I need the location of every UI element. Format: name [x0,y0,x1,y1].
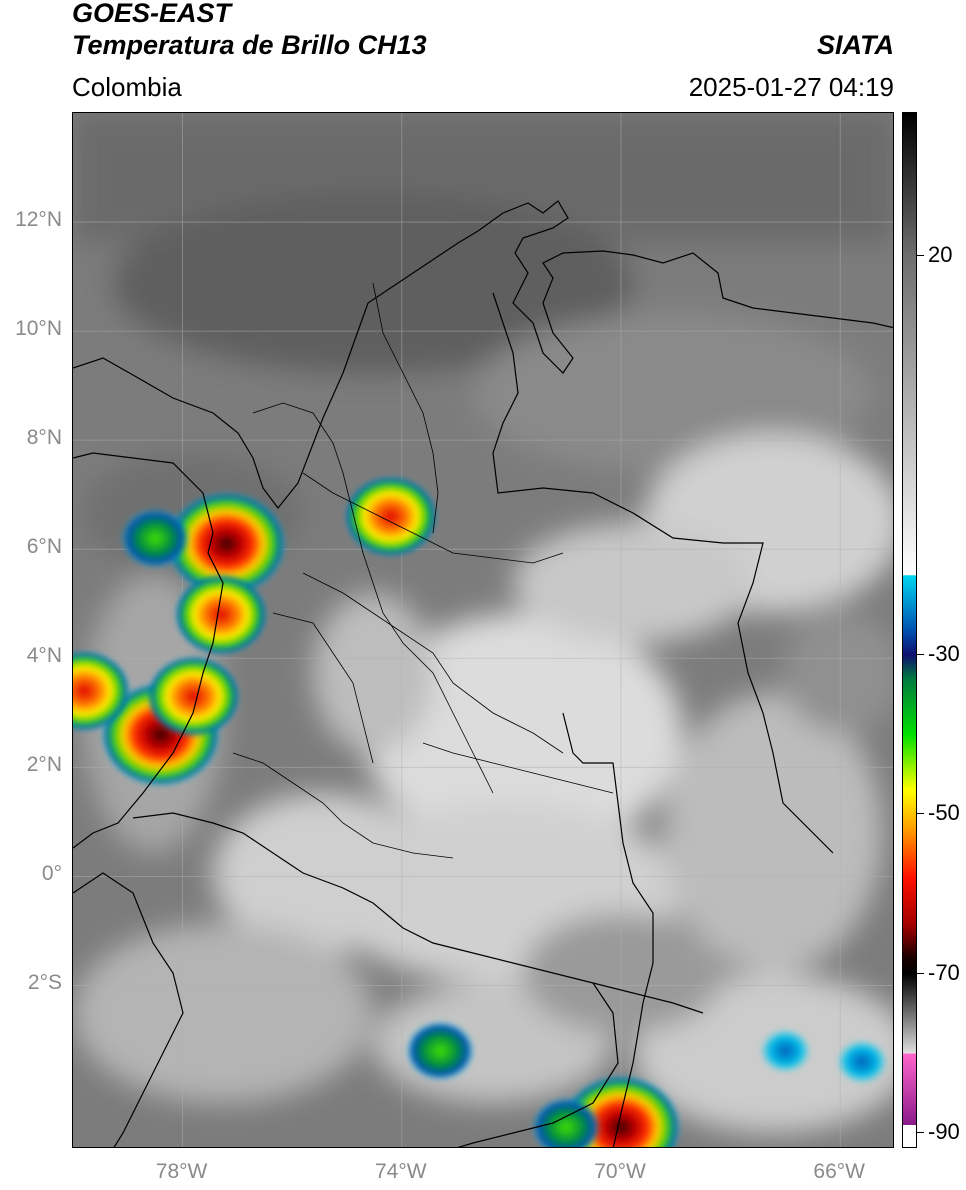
lat-tick-label: 0° [41,862,62,886]
storm-cells [73,476,888,1147]
brazil-border [562,712,654,1147]
borders [73,200,893,1147]
satellite-map [72,112,894,1148]
storm-cell [120,508,190,569]
lat-tick-label: 6°N [26,535,62,559]
storm-cell [166,491,287,596]
colorbar-tick-mark [917,255,924,257]
timestamp-label: 2025-01-27 04:19 [688,72,894,102]
lat-tick-label: 8°N [26,426,62,450]
storm-cell [174,574,267,655]
lat-tick-label: 2°N [26,753,62,777]
colorbar-tick-mark [917,813,924,815]
peru-border [457,982,619,1147]
storm-cell [531,1097,601,1147]
lat-tick-label: 4°N [26,644,62,668]
colorbar-tick-label: -30 [928,640,960,666]
storm-cell [344,476,437,557]
lon-tick-label: 66°W [813,1160,865,1183]
colombia-venezuela-border [492,292,834,854]
dept-lines-5 [372,282,439,534]
map-canvas [73,113,893,1147]
storm-cell [73,650,130,731]
storm-cell [405,1020,475,1081]
temperature-colorbar [902,112,917,1148]
lat-tick-label: 10°N [15,317,62,341]
caribbean-coastline [73,200,893,509]
colorbar-tick-mark [917,972,924,974]
satellite-title: GOES-EAST [72,0,232,28]
colorbar-tick-label: -90 [928,1119,960,1145]
lon-tick-label: 70°W [594,1160,646,1183]
colorbar-tick-label: -50 [928,800,960,826]
dept-lines-2 [302,472,564,564]
product-title: Temperatura de Brillo CH13 [72,30,427,60]
region-label: Colombia [72,72,182,102]
lat-tick-label: 2°S [27,971,62,995]
dept-lines-4 [232,752,454,859]
colorbar-tick-label: 20 [928,242,953,268]
colorbar-tick-mark [917,1132,924,1134]
storm-cell [836,1039,888,1084]
pacific-coastline [73,452,224,849]
agency-label: SIATA [817,30,894,60]
storm-cell [147,656,240,737]
lat-tick-label: 12°N [15,208,62,232]
dept-lines-1 [252,402,494,794]
lon-tick-label: 78°W [155,1160,208,1183]
colorbar-tick-mark [917,653,924,655]
dept-lines-6 [422,742,614,794]
colombia-south-border [132,812,704,1014]
ecuador-coast [73,872,184,1147]
dept-lines-7 [272,612,374,764]
colorbar-tick-label: -70 [928,959,960,985]
lon-tick-label: 74°W [375,1160,427,1183]
cloud-texture [73,113,893,1133]
dept-lines-3 [302,572,564,754]
storm-cell [760,1028,811,1073]
colorbar-fill [903,113,916,1147]
